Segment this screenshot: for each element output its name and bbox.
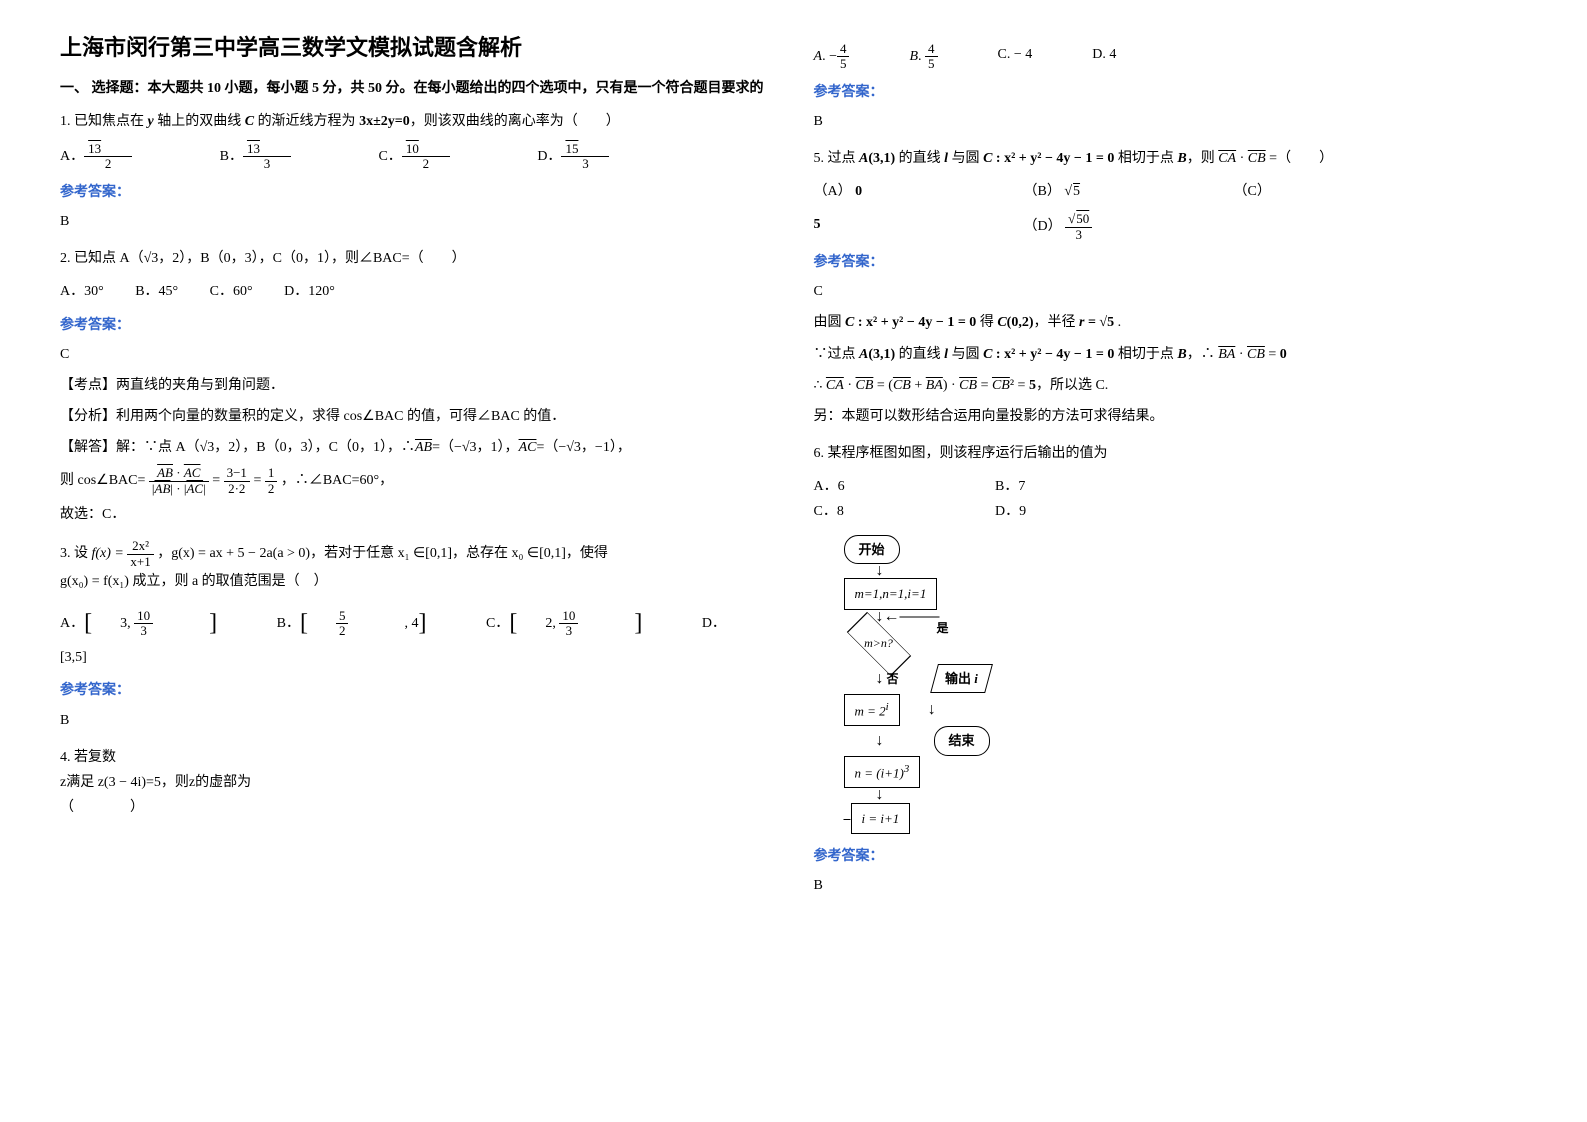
q6-answer-label: 参考答案：: [814, 844, 1528, 869]
left-column: 上海市闵行第三中学高三数学文模拟试题含解析 一、 选择题：本大题共 10 小题，…: [40, 30, 794, 1092]
fc-output: 输出 i: [930, 664, 993, 693]
document-title: 上海市闵行第三中学高三数学文模拟试题含解析: [60, 30, 774, 62]
q1-opt-d: D．153: [537, 149, 665, 164]
q1-answer: B: [60, 209, 774, 234]
q4-opt-c: C. − 4: [998, 42, 1033, 72]
q5-opt-d-pre: 5: [814, 212, 964, 242]
q1-options: A．132 B．133 C．102 D．153: [60, 142, 774, 172]
section-1-head: 一、 选择题：本大题共 10 小题，每小题 5 分，共 50 分。在每小题给出的…: [60, 77, 774, 97]
q2-exp4: 则 cos∠BAC= AB · AC|AB| · |AC| = 3−12·2 =…: [60, 466, 774, 496]
question-4: 4. 若复数 z满足 z(3 − 4i)=5，则z的虚部为 （ ）: [60, 745, 774, 821]
fc-step-n: n = (i+1)3: [844, 756, 921, 789]
q1-opt-c: C．102: [378, 149, 505, 164]
q4-answer: B: [814, 109, 1528, 134]
q3-opt-b: B．[52, 4]: [277, 616, 455, 631]
fc-end: 结束: [934, 726, 990, 755]
q4-answer-label: 参考答案：: [814, 80, 1528, 105]
q6-opt-b: B．7: [995, 479, 1025, 494]
q3-opt-a: A．[3, 103]: [60, 616, 245, 631]
question-1: 1. 已知焦点在 y 轴上的双曲线 C 的渐近线方程为 3x±2y=0，则该双曲…: [60, 109, 774, 234]
fc-start: 开始: [844, 535, 900, 564]
q5-text: 5. 过点 A(3,1) 的直线 l 与圆 C : x² + y² − 4y −…: [814, 146, 1528, 171]
q4-text3: （ ）: [60, 795, 774, 820]
q2-text: 2. 已知点 A（√3，2），B（0，3），C（0，1），则∠BAC=（ ）: [60, 246, 774, 271]
question-2: 2. 已知点 A（√3，2），B（0，3），C（0，1），则∠BAC=（ ） A…: [60, 246, 774, 527]
q2-answer-label: 参考答案：: [60, 313, 774, 338]
q3-options: A．[3, 103] B．[52, 4] C．[2, 103] D．[3,5]: [60, 602, 774, 670]
q4-opt-d: D. 4: [1092, 42, 1116, 72]
q5-options-row2: 5 （D） √503: [814, 212, 1528, 242]
question-4-options: A. −45 B. 45 C. − 4 D. 4 参考答案： B: [814, 42, 1528, 134]
question-3: 3. 设 f(x) = 2x²x+1 ，g(x) = ax + 5 − 2a(a…: [60, 539, 774, 733]
q3-opt-c: C．[2, 103]: [486, 616, 670, 631]
q2-opt-a: A．30°: [60, 284, 104, 299]
q4-opt-a: A. −45: [814, 42, 850, 72]
q6-opt-c: C．8: [814, 499, 964, 524]
q2-answer: C: [60, 342, 774, 367]
q5-opt-a: （A） 0: [814, 179, 964, 204]
q5-opt-c: （C）: [1234, 179, 1271, 204]
question-6: 6. 某程序框图如图，则该程序运行后输出的值为 A．6 B．7 C．8 D．9 …: [814, 441, 1528, 899]
arrow-icon: ↓: [844, 788, 1528, 802]
arrow-icon: ↓: [844, 734, 934, 748]
q3-answer: B: [60, 708, 774, 733]
q6-text: 6. 某程序框图如图，则该程序运行后输出的值为: [814, 441, 1528, 466]
q2-exp1: 【考点】两直线的夹角与到角问题．: [60, 373, 774, 398]
q5-answer: C: [814, 279, 1528, 304]
q5-opt-b: （B） √5: [1024, 179, 1174, 204]
q2-opt-d: D．120°: [284, 284, 335, 299]
q5-exp3: ∴ CA · CB = (CB + BA) · CB = CB² = 5，所以选…: [814, 373, 1528, 398]
fc-step-i: i = i+1: [851, 803, 911, 834]
q5-opt-d: （D） √503: [1024, 212, 1093, 242]
q2-options: A．30° B．45° C．60° D．120°: [60, 279, 774, 304]
fc-yes-label: 是: [937, 618, 949, 640]
q1-opt-a: A．132: [60, 149, 188, 164]
q1-answer-label: 参考答案：: [60, 180, 774, 205]
q5-exp1: 由圆 C : x² + y² − 4y − 1 = 0 得 C(0,2)，半径 …: [814, 310, 1528, 335]
flowchart: 开始 ↓ m=1,n=1,i=1 ↓←⎯⎯⎯⎯⎯ m>n? 是 ↓否 输出 i …: [844, 535, 1528, 835]
q5-exp4: 另：本题可以数形结合运用向量投影的方法可求得结果。: [814, 404, 1528, 429]
fc-init: m=1,n=1,i=1: [844, 578, 938, 609]
q4-text: 4. 若复数: [60, 745, 774, 770]
q1-text: 1. 已知焦点在 y 轴上的双曲线 C 的渐近线方程为 3x±2y=0，则该双曲…: [60, 109, 774, 134]
q2-exp3: 【解答】解：∵点 A（√3，2），B（0，3），C（0，1），∴AB=（−√3，…: [60, 435, 774, 460]
q3-text-end: g(x₀) = f(x₁) 成立，则 a 的取值范围是（ ）: [60, 569, 774, 594]
q3-text: 3. 设 f(x) = 2x²x+1 ，g(x) = ax + 5 − 2a(a…: [60, 539, 774, 569]
q2-exp5: 故选：C．: [60, 502, 774, 527]
q6-opt-a: A．6: [814, 474, 964, 499]
q2-opt-b: B．45°: [135, 284, 178, 299]
q6-opt-d: D．9: [995, 504, 1026, 519]
q6-options: A．6 B．7 C．8 D．9: [814, 474, 1528, 524]
q4-opt-b: B. 45: [909, 42, 937, 72]
q1-opt-b: B．133: [220, 149, 347, 164]
q5-answer-label: 参考答案：: [814, 250, 1528, 275]
q3-answer-label: 参考答案：: [60, 678, 774, 703]
q5-options-row1: （A） 0 （B） √5 （C）: [814, 179, 1528, 204]
fc-step-m: m = 2i: [844, 694, 900, 727]
q2-exp2: 【分析】利用两个向量的数量积的定义，求得 cos∠BAC 的值，可得∠BAC 的…: [60, 404, 774, 429]
q5-exp2: ∵过点 A(3,1) 的直线 l 与圆 C : x² + y² − 4y − 1…: [814, 342, 1528, 367]
question-5: 5. 过点 A(3,1) 的直线 l 与圆 C : x² + y² − 4y −…: [814, 146, 1528, 429]
right-column: A. −45 B. 45 C. − 4 D. 4 参考答案： B 5. 过点 A…: [794, 30, 1548, 1092]
q6-answer: B: [814, 873, 1528, 898]
fc-condition: m>n?: [844, 624, 914, 664]
q4-text2: z满足 z(3 − 4i)=5，则z的虚部为: [60, 770, 774, 795]
q2-opt-c: C．60°: [210, 284, 253, 299]
arrow-icon: ↓: [844, 564, 1528, 578]
